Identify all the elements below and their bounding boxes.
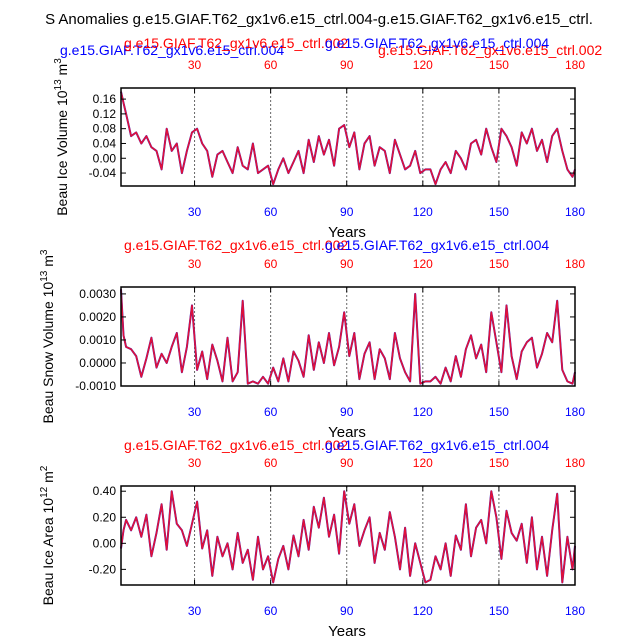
x-tick-label: 120 bbox=[413, 604, 433, 618]
series-line bbox=[120, 91, 576, 185]
y-axis-label-unit: m bbox=[40, 471, 56, 487]
y-tick-label: 0.16 bbox=[93, 92, 117, 106]
panel-ice-volume: g.e15.GIAF.T62_gx1v6.e15_ctrl.004 g.e15.… bbox=[53, 35, 602, 241]
panel-title-left: g.e15.GIAF.T62_gx1v6.e15_ctrl.002 bbox=[124, 437, 348, 453]
x-tick-label: 30 bbox=[188, 205, 202, 219]
y-tick-label: 0.12 bbox=[93, 107, 117, 121]
plot-frame bbox=[120, 485, 576, 586]
x-tick-label: 180 bbox=[565, 205, 585, 219]
y-tick-label: 0.00 bbox=[93, 151, 117, 165]
x-tick-label: 90 bbox=[340, 604, 354, 618]
y-axis-label-unit-exponent: 3 bbox=[53, 58, 64, 64]
x-axis-label: Years bbox=[328, 623, 366, 638]
x-tick-label-top: 60 bbox=[264, 257, 278, 271]
y-tick-label: 0.08 bbox=[93, 122, 117, 136]
plot-frame bbox=[120, 87, 576, 187]
x-tick-label: 30 bbox=[188, 405, 202, 419]
y-axis-label-exponent: 13 bbox=[53, 79, 64, 91]
x-tick-label-top: 180 bbox=[565, 456, 585, 470]
series-line bbox=[120, 490, 576, 584]
x-tick-label-top: 30 bbox=[188, 257, 202, 271]
x-tick-label-top: 120 bbox=[413, 456, 433, 470]
y-tick-label: -0.04 bbox=[89, 166, 117, 180]
panel-ice-area: g.e15.GIAF.T62_gx1v6.e15_ctrl.002 g.e15.… bbox=[39, 437, 585, 638]
plot-frame bbox=[120, 286, 576, 387]
x-tick-label: 120 bbox=[413, 405, 433, 419]
y-axis-label-unit-exponent: 2 bbox=[39, 465, 50, 471]
x-tick-label: 90 bbox=[340, 405, 354, 419]
panel-title-overlap: g.e15.GIAF.T62_gx1v6.e15_ctrl.002 bbox=[124, 35, 348, 51]
x-tick-label-top: 150 bbox=[489, 257, 509, 271]
x-tick-label-top: 90 bbox=[340, 456, 354, 470]
y-tick-label: 0.04 bbox=[93, 136, 117, 150]
panel-title-right: g.e15.GIAF.T62_gx1v6.e15_ctrl.004 bbox=[325, 437, 549, 453]
x-tick-label: 60 bbox=[264, 405, 278, 419]
x-tick-label-top: 120 bbox=[413, 257, 433, 271]
x-tick-label-top: 90 bbox=[340, 58, 354, 72]
x-tick-label: 180 bbox=[565, 405, 585, 419]
x-tick-label-top: 60 bbox=[264, 58, 278, 72]
y-axis-label-exponent: 12 bbox=[39, 486, 50, 498]
x-tick-label-top: 120 bbox=[413, 58, 433, 72]
x-tick-label-top: 150 bbox=[489, 58, 509, 72]
x-axis-label: Years bbox=[328, 224, 366, 241]
y-axis-label-text: Beau Ice Area 10 bbox=[40, 498, 56, 606]
panel-title-right-2: g.e15.GIAF.T62_gx1v6.e15_ctrl.004 bbox=[325, 35, 549, 51]
y-axis-label-unit: m bbox=[40, 255, 56, 271]
y-axis-label-unit-exponent: 3 bbox=[39, 249, 50, 255]
x-tick-label-top: 60 bbox=[264, 456, 278, 470]
panel-title-left: g.e15.GIAF.T62_gx1v6.e15_ctrl.004 bbox=[60, 42, 284, 58]
panel-title-right: g.e15.GIAF.T62_gx1v6.e15_ctrl.004 bbox=[325, 237, 549, 253]
panel-title-left: g.e15.GIAF.T62_gx1v6.e15_ctrl.002 bbox=[124, 237, 348, 253]
y-axis-label-text: Beau Ice Volume 10 bbox=[54, 90, 70, 216]
x-tick-label-top: 180 bbox=[565, 257, 585, 271]
x-tick-label-top: 30 bbox=[188, 456, 202, 470]
y-axis-label-text: Beau Snow Volume 10 bbox=[40, 282, 56, 424]
panel-snow-volume: g.e15.GIAF.T62_gx1v6.e15_ctrl.002 g.e15.… bbox=[39, 237, 585, 441]
y-axis-label: Beau Snow Volume 1013 m3 bbox=[39, 249, 56, 423]
y-tick-label: 0.40 bbox=[93, 484, 117, 498]
x-tick-label-top: 150 bbox=[489, 456, 509, 470]
x-tick-label-top: 90 bbox=[340, 257, 354, 271]
series-line-case-a bbox=[120, 289, 576, 385]
x-tick-label-top: 30 bbox=[188, 58, 202, 72]
series-line bbox=[120, 289, 576, 385]
x-tick-label: 60 bbox=[264, 604, 278, 618]
figure-title: S Anomalies g.e15.GIAF.T62_gx1v6.e15_ctr… bbox=[45, 11, 593, 28]
x-tick-label: 30 bbox=[188, 604, 202, 618]
panel-title-right: g.e15.GIAF.T62_gx1v6.e15_ctrl.002 bbox=[378, 42, 602, 58]
y-tick-label: 0.00 bbox=[93, 536, 117, 550]
x-tick-label: 150 bbox=[489, 405, 509, 419]
y-tick-label: 0.20 bbox=[93, 510, 117, 524]
x-axis-label: Years bbox=[328, 424, 366, 441]
y-tick-label: -0.20 bbox=[89, 562, 117, 576]
x-tick-label-top: 180 bbox=[565, 58, 585, 72]
y-axis-label: Beau Ice Volume 1013 m3 bbox=[53, 58, 70, 216]
y-axis-label-unit: m bbox=[54, 64, 70, 80]
y-axis-label-exponent: 13 bbox=[39, 270, 50, 282]
x-tick-label: 150 bbox=[489, 205, 509, 219]
x-tick-label: 90 bbox=[340, 205, 354, 219]
x-tick-label: 180 bbox=[565, 604, 585, 618]
y-tick-label: 0.0020 bbox=[79, 310, 116, 324]
x-tick-label: 60 bbox=[264, 205, 278, 219]
y-axis-label: Beau Ice Area 1012 m2 bbox=[39, 465, 56, 605]
y-tick-label: 0.0010 bbox=[79, 333, 116, 347]
y-tick-label: -0.0010 bbox=[75, 379, 116, 393]
x-tick-label: 150 bbox=[489, 604, 509, 618]
y-tick-label: 0.0000 bbox=[79, 356, 116, 370]
y-tick-label: 0.0030 bbox=[79, 287, 116, 301]
x-tick-label: 120 bbox=[413, 205, 433, 219]
